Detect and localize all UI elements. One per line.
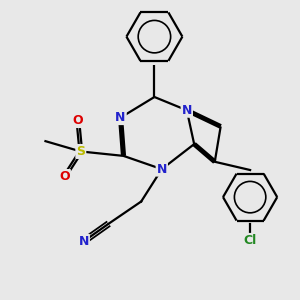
Text: O: O bbox=[59, 170, 70, 183]
Text: O: O bbox=[73, 114, 83, 127]
Text: S: S bbox=[76, 145, 85, 158]
Text: N: N bbox=[182, 104, 192, 117]
Text: N: N bbox=[79, 235, 89, 248]
Text: N: N bbox=[157, 163, 167, 176]
Text: Cl: Cl bbox=[244, 234, 257, 247]
Text: N: N bbox=[116, 111, 126, 124]
